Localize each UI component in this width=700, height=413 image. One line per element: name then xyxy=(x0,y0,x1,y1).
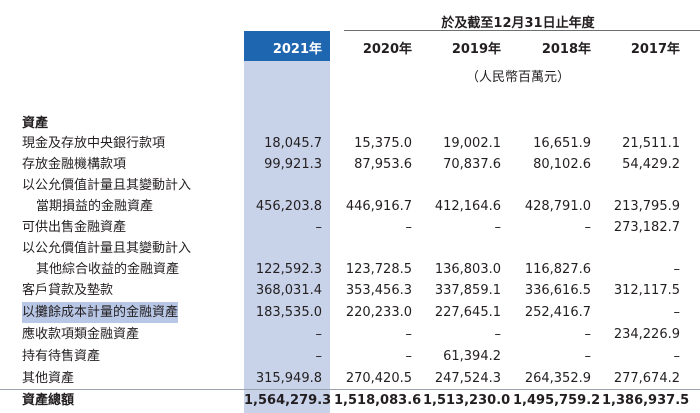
cell-2019: 412,164.6 xyxy=(434,199,501,214)
row-label: 現金及存放中央銀行款項 xyxy=(22,136,166,151)
year-header-2019: 2019年 xyxy=(451,42,501,57)
section-heading: 資產 xyxy=(22,116,49,131)
cell-2020: 15,375.0 xyxy=(354,136,412,151)
table-row: 持有待售資產 – – 61,394.2 – – xyxy=(0,346,700,367)
total-divider xyxy=(0,389,700,390)
row-label: 當期損益的金融資產 xyxy=(36,199,154,214)
row-label: 以公允價值計量且其變動計入 xyxy=(22,241,192,256)
cell-2019: 1,513,230.0 xyxy=(423,393,511,408)
cell-2018: 336,616.5 xyxy=(524,283,591,298)
cell-2017: 1,386,937.5 xyxy=(602,393,690,408)
cell-2021: – xyxy=(315,220,323,235)
cell-2020: – xyxy=(405,220,413,235)
row-label: 以公允價值計量且其變動計入 xyxy=(22,178,192,193)
cell-2018: 116,827.6 xyxy=(524,262,591,277)
cell-2019: 19,002.1 xyxy=(443,136,501,151)
cell-2019: 136,803.0 xyxy=(434,262,501,277)
table-row: 存放金融機構款項 99,921.3 87,953.6 70,837.6 80,1… xyxy=(0,154,700,175)
table-row: 應收款項類金融資產 – – – – 234,226.9 xyxy=(0,324,700,345)
cell-2021: 368,031.4 xyxy=(255,283,322,298)
table-row: 客戶貸款及墊款 368,031.4 353,456.3 337,859.1 33… xyxy=(0,280,700,301)
cell-2019: – xyxy=(494,327,502,342)
cell-2018: 80,102.6 xyxy=(533,157,591,172)
cell-2020: 446,916.7 xyxy=(345,199,412,214)
cell-2017: – xyxy=(673,349,681,364)
cell-2017: 277,674.2 xyxy=(613,371,680,386)
cell-2017: – xyxy=(673,262,681,277)
cell-2017: 21,511.1 xyxy=(622,136,680,151)
cell-2017: 312,117.5 xyxy=(613,283,680,298)
table-row: 可供出售金融資產 – – – – 273,182.7 xyxy=(0,217,700,238)
cell-2020: – xyxy=(405,327,413,342)
cell-2021: 122,592.3 xyxy=(255,262,322,277)
table-row: 以公允價值計量且其變動計入 xyxy=(0,238,700,259)
table-row: 現金及存放中央銀行款項 18,045.7 15,375.0 19,002.1 1… xyxy=(0,133,700,154)
row-label: 應收款項類金融資產 xyxy=(22,327,140,342)
cell-2021: 18,045.7 xyxy=(264,136,322,151)
row-label: 客戶貸款及墊款 xyxy=(22,283,114,298)
cell-2020: 220,233.0 xyxy=(345,305,412,320)
cell-2021: 315,949.8 xyxy=(255,371,322,386)
row-label: 其他綜合收益的金融資產 xyxy=(36,262,180,277)
cell-2018: 252,416.7 xyxy=(524,305,591,320)
unit-label: （人民幣百萬元） xyxy=(465,70,570,85)
year-header-2021: 2021年 xyxy=(272,42,322,57)
table-row: 其他綜合收益的金融資產 122,592.3 123,728.5 136,803.… xyxy=(0,259,700,280)
year-header-2017: 2017年 xyxy=(630,42,680,57)
year-header-2020: 2020年 xyxy=(362,42,412,57)
cell-2021: 1,564,279.3 xyxy=(244,393,332,408)
cell-2018: – xyxy=(584,327,592,342)
row-label: 存放金融機構款項 xyxy=(22,157,127,172)
cell-2020: 270,420.5 xyxy=(345,371,412,386)
cell-2020: 1,518,083.6 xyxy=(334,393,422,408)
cell-2017: 54,429.2 xyxy=(622,157,680,172)
cell-2017: 213,795.9 xyxy=(613,199,680,214)
cell-2018: 16,651.9 xyxy=(533,136,591,151)
cell-2018: 1,495,759.2 xyxy=(513,393,601,408)
cell-2017: 273,182.7 xyxy=(613,220,680,235)
cell-2018: 264,352.9 xyxy=(524,371,591,386)
cell-2018: – xyxy=(584,349,592,364)
row-label-selected[interactable]: 以攤餘成本計量的金融資產 xyxy=(22,302,179,323)
cell-2019: 227,645.1 xyxy=(434,305,501,320)
cell-2018: 428,791.0 xyxy=(524,199,591,214)
row-label: 持有待售資產 xyxy=(22,349,101,364)
cell-2021: 183,535.0 xyxy=(255,305,322,320)
cell-2017: – xyxy=(673,305,681,320)
table-row: 當期損益的金融資產 456,203.8 446,916.7 412,164.6 … xyxy=(0,196,700,217)
cell-2019: 70,837.6 xyxy=(443,157,501,172)
row-label: 其他資產 xyxy=(22,371,75,386)
table-row-total: 資產總額 1,564,279.3 1,518,083.6 1,513,230.0… xyxy=(0,390,700,411)
year-header-2018: 2018年 xyxy=(541,42,591,57)
table-caption: 於及截至12月31日止年度 xyxy=(441,16,595,31)
cell-2020: 123,728.5 xyxy=(345,262,412,277)
cell-2020: – xyxy=(405,349,413,364)
cell-2020: 353,456.3 xyxy=(345,283,412,298)
cell-2018: – xyxy=(584,220,592,235)
cell-2021: 99,921.3 xyxy=(264,157,322,172)
cell-2019: 61,394.2 xyxy=(443,349,501,364)
highlight-header-2021 xyxy=(244,31,330,61)
cell-2019: 337,859.1 xyxy=(434,283,501,298)
cell-2021: – xyxy=(315,327,323,342)
cell-2019: – xyxy=(494,220,502,235)
row-label: 可供出售金融資產 xyxy=(22,220,127,235)
caption-divider xyxy=(344,30,700,31)
cell-2021: – xyxy=(315,349,323,364)
table-row: 其他資產 315,949.8 270,420.5 247,524.3 264,3… xyxy=(0,368,700,389)
row-label-total: 資產總額 xyxy=(22,393,75,408)
cell-2021: 456,203.8 xyxy=(255,199,322,214)
cell-2020: 87,953.6 xyxy=(354,157,412,172)
cell-2019: 247,524.3 xyxy=(434,371,501,386)
highlight-column-2021 xyxy=(244,31,330,413)
table-row: 以公允價值計量且其變動計入 xyxy=(0,175,700,196)
cell-2017: 234,226.9 xyxy=(613,327,680,342)
table-row-selected: 以攤餘成本計量的金融資產 183,535.0 220,233.0 227,645… xyxy=(0,302,700,323)
